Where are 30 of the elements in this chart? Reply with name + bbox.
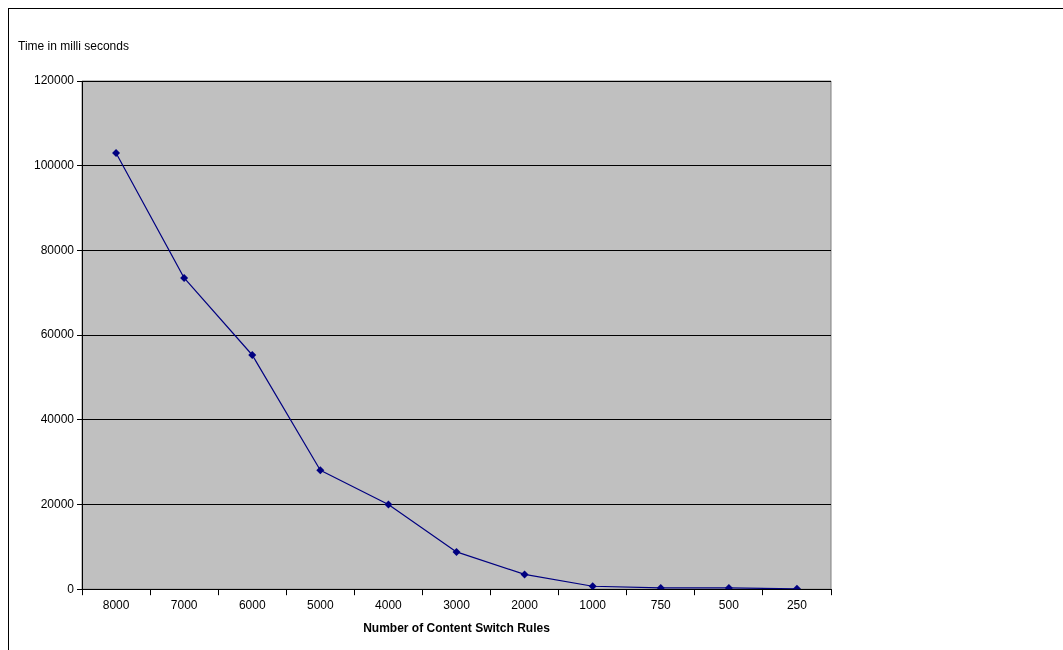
- y-tick-label: 60000: [40, 327, 75, 342]
- point: [656, 583, 665, 590]
- point: [724, 583, 733, 590]
- point: [520, 570, 529, 579]
- point: [384, 500, 393, 509]
- y-tick-label: 20000: [40, 496, 75, 511]
- x-tick-label: 250: [786, 597, 808, 612]
- point: [180, 273, 189, 282]
- x-axis-title: Number of Content Switch Rules: [363, 621, 551, 636]
- y-axis-title: Time in milli seconds: [18, 39, 129, 53]
- x-tick-label: 5000: [306, 597, 334, 612]
- y-tick-label: 40000: [40, 412, 75, 427]
- y-tick-label: 100000: [33, 158, 75, 173]
- x-tick-label: 4000: [375, 597, 403, 612]
- x-tick-label: 3000: [443, 597, 471, 612]
- x-tick-label: 1000: [579, 597, 607, 612]
- x-tick-label: 7000: [170, 597, 198, 612]
- x-tick-label: 6000: [238, 597, 266, 612]
- x-tick-label: 500: [718, 597, 740, 612]
- point: [452, 547, 461, 556]
- y-tick-label: 120000: [33, 73, 75, 88]
- y-tick-label: 80000: [40, 242, 75, 257]
- point: [316, 466, 325, 475]
- point: [112, 149, 121, 157]
- x-tick-label: 2000: [511, 597, 539, 612]
- point: [588, 582, 597, 590]
- x-tick-label: 750: [650, 597, 672, 612]
- x-tick-label: 8000: [102, 597, 130, 612]
- point: [248, 351, 257, 360]
- y-tick-label: 0: [67, 581, 75, 596]
